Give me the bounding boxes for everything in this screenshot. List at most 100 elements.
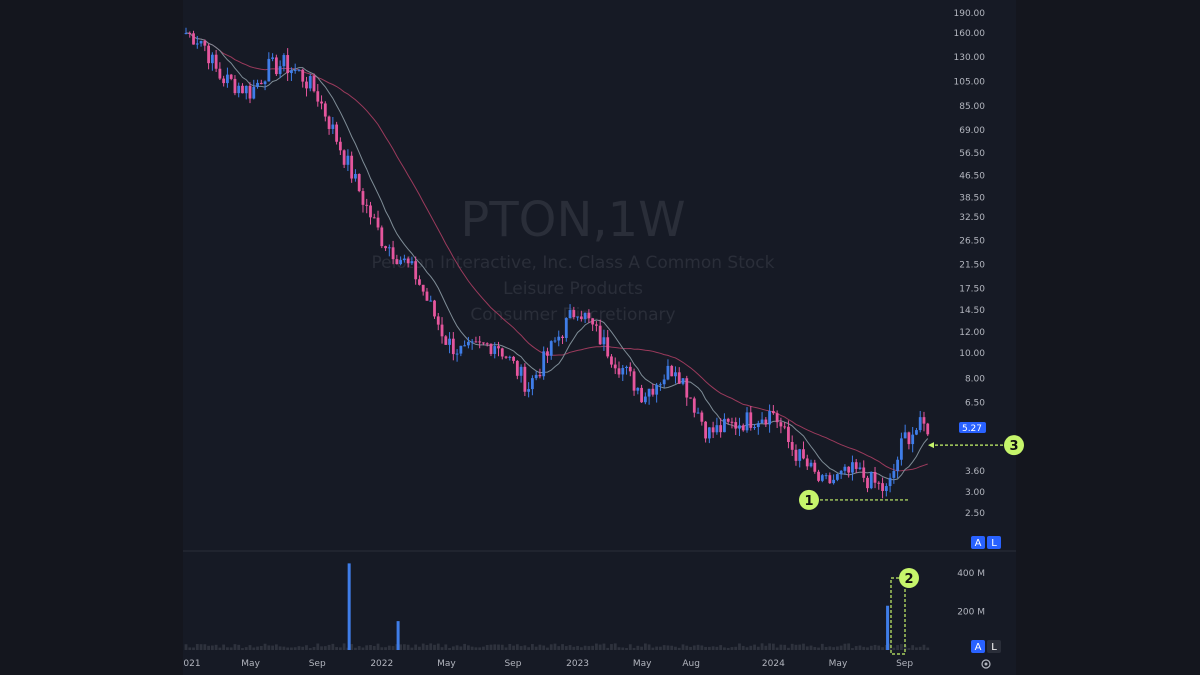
volume-bar bbox=[448, 647, 451, 650]
volume-bar bbox=[723, 647, 726, 650]
candle-body bbox=[591, 318, 595, 325]
volume-bar bbox=[244, 647, 248, 650]
volume-spike bbox=[347, 563, 351, 650]
price-tick-label: 85.00 bbox=[959, 102, 985, 112]
candle-body bbox=[670, 365, 674, 377]
watermark-industry: Leisure Products bbox=[503, 279, 643, 299]
volume-auto-button[interactable]: A bbox=[971, 640, 985, 653]
volume-spike bbox=[396, 621, 400, 650]
price-tick-label: 69.00 bbox=[959, 126, 985, 136]
volume-bar bbox=[256, 646, 259, 650]
candle-body bbox=[369, 205, 372, 218]
volume-bar bbox=[832, 647, 836, 650]
candle-body bbox=[406, 258, 410, 264]
volume-bar bbox=[527, 647, 531, 650]
candle-body bbox=[726, 418, 730, 422]
candle-body bbox=[628, 366, 632, 372]
volume-bar bbox=[248, 645, 252, 650]
volume-bar bbox=[787, 647, 790, 650]
candle-body bbox=[557, 336, 561, 341]
candle-body bbox=[346, 155, 350, 165]
volume-bar bbox=[862, 646, 866, 650]
volume-bar bbox=[425, 645, 429, 650]
volume-bar bbox=[926, 647, 930, 650]
candle-body bbox=[583, 312, 587, 319]
candle-body bbox=[715, 425, 719, 433]
volume-bar bbox=[188, 647, 192, 650]
volume-bar bbox=[497, 644, 500, 650]
volume-bar bbox=[692, 645, 696, 650]
volume-bar bbox=[226, 647, 229, 650]
log-scale-button[interactable]: L bbox=[987, 536, 1001, 549]
candle-body bbox=[903, 432, 907, 439]
volume-bar bbox=[677, 647, 681, 650]
volume-bar bbox=[361, 647, 365, 650]
ma-slow-line bbox=[185, 32, 928, 472]
volume-bar bbox=[493, 644, 497, 650]
volume-log-button[interactable]: L bbox=[987, 640, 1001, 653]
candle-body bbox=[500, 348, 504, 357]
volume-bar bbox=[214, 644, 218, 650]
volume-bar bbox=[414, 644, 418, 650]
volume-bar bbox=[271, 645, 274, 650]
svg-text:2: 2 bbox=[904, 572, 913, 587]
volume-bar bbox=[700, 645, 704, 650]
volume-bar bbox=[433, 644, 436, 650]
price-tick-label: 10.00 bbox=[959, 349, 985, 359]
candle-body bbox=[538, 374, 542, 377]
volume-bar bbox=[734, 646, 738, 650]
candle-body bbox=[888, 477, 892, 487]
settings-gear-icon[interactable] bbox=[981, 659, 991, 669]
candle-body bbox=[783, 426, 787, 428]
candle-body bbox=[226, 74, 229, 84]
volume-axis[interactable]: 400 M 200 M bbox=[957, 569, 985, 618]
volume-auto-label: A bbox=[975, 642, 982, 653]
volume-tick-label: 400 M bbox=[957, 569, 985, 579]
candle-body bbox=[915, 430, 918, 435]
time-label: May bbox=[633, 659, 652, 669]
candle-body bbox=[485, 343, 489, 345]
candle-body bbox=[282, 55, 286, 67]
auto-scale-button[interactable]: A bbox=[971, 536, 985, 549]
candle-body bbox=[866, 477, 869, 489]
candle-body bbox=[719, 425, 723, 433]
volume-bar bbox=[440, 647, 444, 650]
candles bbox=[184, 27, 930, 499]
volume-bar bbox=[274, 644, 278, 650]
volume-bar bbox=[711, 646, 715, 650]
volume-bar bbox=[805, 646, 809, 650]
volume-bar bbox=[297, 646, 301, 650]
volume-bar bbox=[685, 645, 689, 650]
volume-bar bbox=[621, 647, 625, 650]
price-axis[interactable]: 190.00 160.00 130.00 105.00 85.00 69.00 56.50 4… bbox=[954, 9, 986, 519]
candle-body bbox=[297, 69, 301, 71]
volume-bar bbox=[549, 644, 553, 650]
volume-bar bbox=[835, 646, 839, 650]
volume-bar bbox=[229, 647, 233, 650]
volume-bar bbox=[519, 646, 523, 650]
price-tick-label: 56.50 bbox=[959, 149, 985, 159]
volume-bar bbox=[674, 646, 677, 650]
volume-bar bbox=[350, 644, 354, 650]
time-axis[interactable]: 021 May Sep 2022 May Sep 2023 May Aug 2024 May Sep bbox=[183, 659, 913, 669]
candle-body bbox=[666, 365, 670, 380]
volume-bar bbox=[568, 645, 572, 650]
candle-body bbox=[410, 261, 414, 264]
volume-bar bbox=[203, 644, 207, 650]
candle-body bbox=[756, 423, 760, 428]
candle-body bbox=[195, 43, 199, 45]
candle-body bbox=[263, 81, 267, 85]
volume-bar bbox=[666, 645, 670, 650]
candle-body bbox=[497, 346, 500, 349]
candle-body bbox=[606, 337, 610, 357]
volume-bar bbox=[410, 647, 414, 650]
price-tick-label: 2.50 bbox=[965, 509, 985, 519]
time-label: 2024 bbox=[762, 659, 785, 669]
candle-body bbox=[203, 40, 207, 46]
volume-bar bbox=[602, 643, 606, 650]
volume-bar bbox=[207, 645, 210, 650]
volume-bar bbox=[237, 644, 241, 650]
candle-body bbox=[907, 432, 911, 445]
volume-bar bbox=[681, 644, 685, 650]
